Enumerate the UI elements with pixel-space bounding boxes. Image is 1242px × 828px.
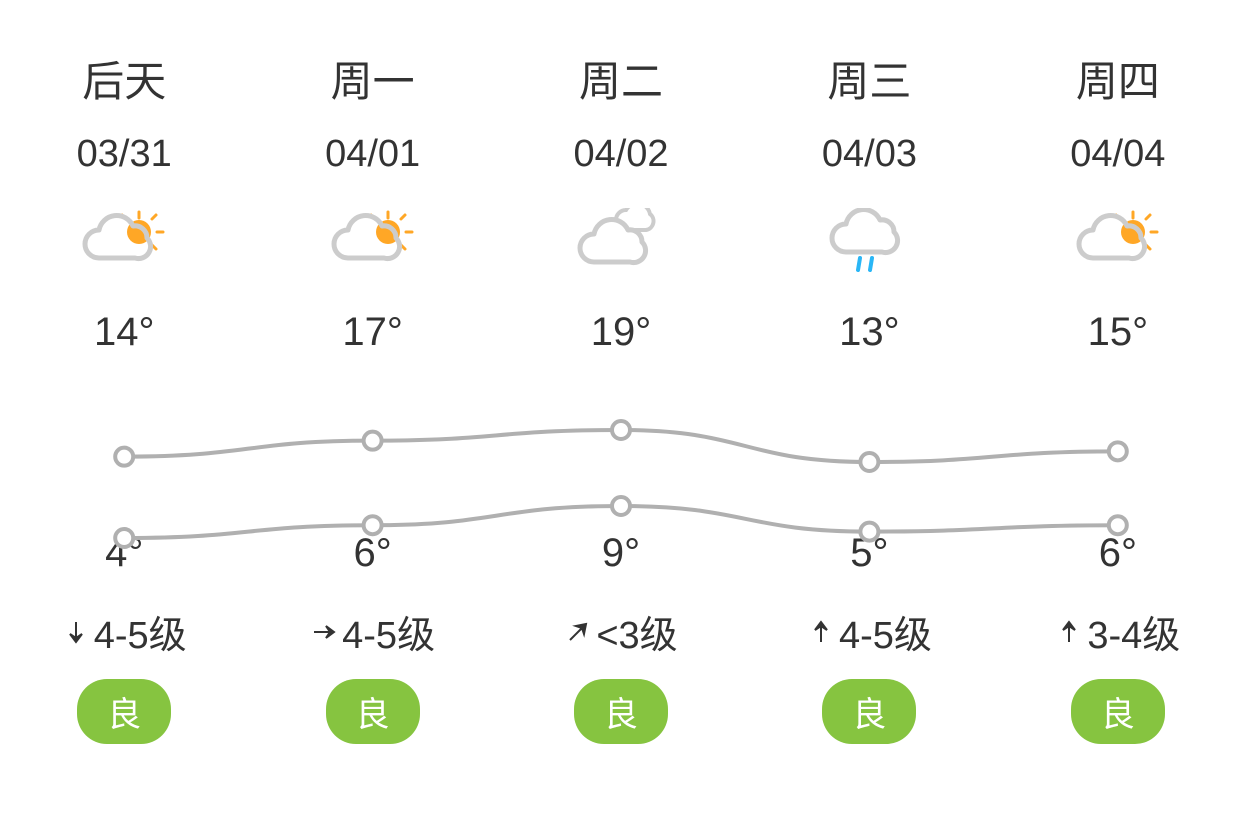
wind-info: 3-4级 xyxy=(1055,604,1180,659)
wind-ne-icon xyxy=(564,618,592,646)
day-date: 04/04 xyxy=(1070,133,1165,176)
day-name: 周一 xyxy=(331,48,415,109)
chart-space xyxy=(0,363,248,523)
air-quality-badge: 良 xyxy=(77,679,171,744)
chart-space xyxy=(497,363,745,523)
partly-cloudy-icon xyxy=(328,208,418,278)
high-temp: 17° xyxy=(342,310,403,355)
forecast-container: 后天 03/31 14° 4° 4-5级 良 xyxy=(0,0,1242,828)
day-name: 后天 xyxy=(82,48,166,109)
day-column[interactable]: 周二 04/02 19° 9° <3级 良 xyxy=(497,0,745,828)
wind-level: 4-5级 xyxy=(94,604,187,659)
partly-cloudy-icon xyxy=(79,208,169,278)
day-date: 04/02 xyxy=(573,133,668,176)
wind-info: <3级 xyxy=(564,604,677,659)
wind-level: 4-5级 xyxy=(342,604,435,659)
high-temp: 14° xyxy=(94,310,155,355)
partly-cloudy-icon xyxy=(1073,208,1163,278)
low-temp: 5° xyxy=(850,531,888,576)
chart-space xyxy=(248,363,496,523)
high-temp: 19° xyxy=(591,310,652,355)
wind-down-icon xyxy=(62,618,90,646)
day-column[interactable]: 周一 04/01 17° 6° 4-5级 良 xyxy=(248,0,496,828)
low-temp: 6° xyxy=(353,531,391,576)
wind-up-icon xyxy=(807,618,835,646)
wind-info: 4-5级 xyxy=(62,604,187,659)
low-temp: 6° xyxy=(1099,531,1137,576)
wind-level: 3-4级 xyxy=(1087,604,1180,659)
day-date: 04/03 xyxy=(822,133,917,176)
rain-icon xyxy=(824,208,914,278)
high-temp: 15° xyxy=(1088,310,1149,355)
high-temp: 13° xyxy=(839,310,900,355)
day-date: 03/31 xyxy=(77,133,172,176)
wind-level: 4-5级 xyxy=(839,604,932,659)
cloudy-icon xyxy=(576,208,666,278)
air-quality-badge: 良 xyxy=(1071,679,1165,744)
wind-right-icon xyxy=(310,618,338,646)
wind-info: 4-5级 xyxy=(310,604,435,659)
day-column[interactable]: 周四 04/04 15° 6° 3-4级 良 xyxy=(994,0,1242,828)
chart-space xyxy=(994,363,1242,523)
day-name: 周二 xyxy=(579,48,663,109)
day-column[interactable]: 周三 04/03 13° 5° 4-5级 良 xyxy=(745,0,993,828)
day-name: 周四 xyxy=(1076,48,1160,109)
air-quality-badge: 良 xyxy=(574,679,668,744)
day-column[interactable]: 后天 03/31 14° 4° 4-5级 良 xyxy=(0,0,248,828)
wind-up-icon xyxy=(1055,618,1083,646)
low-temp: 4° xyxy=(105,531,143,576)
day-date: 04/01 xyxy=(325,133,420,176)
chart-space xyxy=(745,363,993,523)
day-name: 周三 xyxy=(827,48,911,109)
low-temp: 9° xyxy=(602,531,640,576)
air-quality-badge: 良 xyxy=(822,679,916,744)
wind-info: 4-5级 xyxy=(807,604,932,659)
air-quality-badge: 良 xyxy=(326,679,420,744)
wind-level: <3级 xyxy=(596,604,677,659)
